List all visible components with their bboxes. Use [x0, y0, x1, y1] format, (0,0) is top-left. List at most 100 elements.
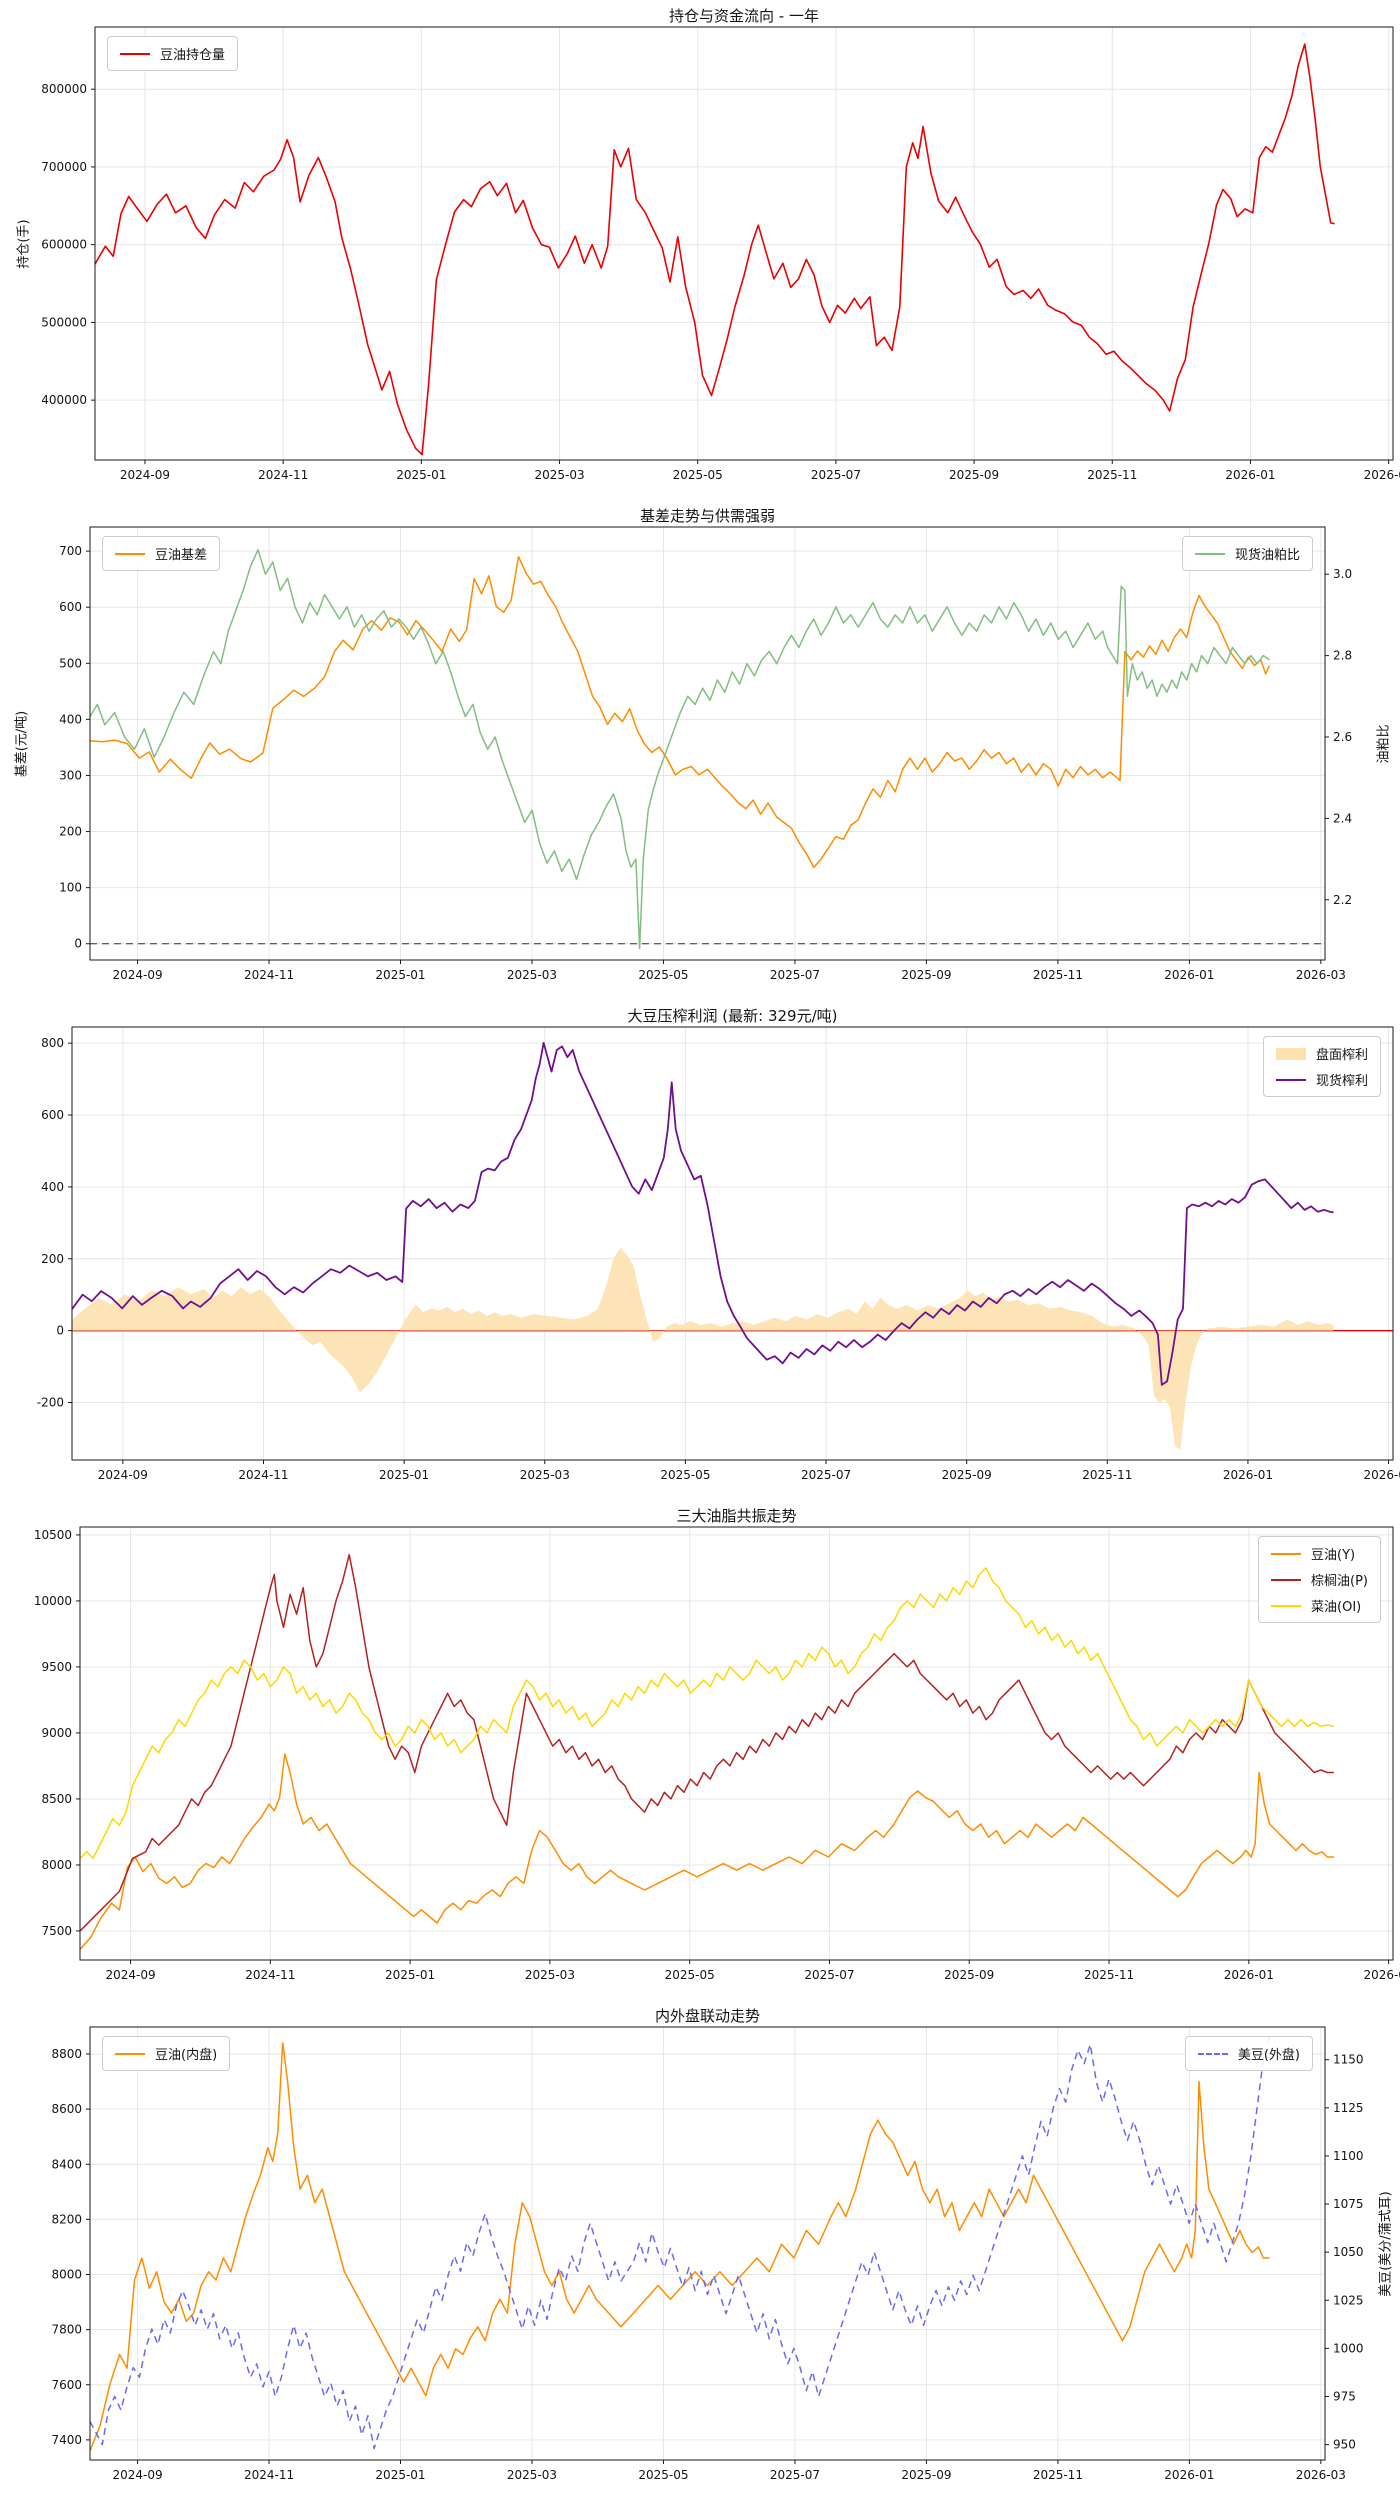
legend-label: 豆油持仓量 [160, 48, 226, 63]
series-line-棕榈油(P) [79, 1553, 1334, 1932]
legend-entry: 盘面榨利 [1275, 1044, 1368, 1063]
legend-label: 棕榈油(P) [1311, 1574, 1368, 1589]
legend-line-icon [120, 52, 150, 55]
legend-top-left: 豆油持仓量 [107, 36, 239, 71]
y-tick-label-left: 600 [59, 600, 82, 614]
x-tick-label: 2025-05 [660, 1468, 710, 1482]
x-tick-label: 2025-07 [804, 1968, 854, 1982]
y-tick-label-left: 400000 [41, 393, 87, 407]
legend-line-icon [115, 2052, 145, 2055]
chart-canvas: 2024-09 2024-11 2025-01 2025-03 2025-05 2025-… [34, 1526, 1400, 1982]
y-tick-label-left: 500 [59, 656, 82, 670]
y-tick-label-left: 400 [41, 1180, 64, 1194]
x-tick-label: 2025-03 [520, 1468, 570, 1482]
x-tick-label: 2025-07 [770, 968, 820, 982]
y-tick-label-right: 2.8 [1333, 649, 1352, 663]
legend-line-icon [1271, 1604, 1302, 1607]
chart-title: 基差走势与供需强弱 [639, 507, 775, 525]
y-tick-label-right: 950 [1333, 2438, 1356, 2452]
x-tick-label: 2026-03 [1364, 468, 1400, 482]
x-tick-label: 2025-09 [942, 1468, 992, 1482]
y-tick-label-left: 400 [59, 712, 82, 726]
x-tick-label: 2025-03 [534, 468, 584, 482]
x-tick-label: 2025-01 [385, 1968, 435, 1982]
x-tick-label: 2026-01 [1164, 968, 1214, 982]
legend-label: 菜油(OI) [1311, 1600, 1362, 1615]
x-tick-label: 2024-11 [244, 968, 294, 982]
chart-title: 持仓与资金流向 - 一年 [669, 7, 819, 25]
chart-title: 三大油脂共振走势 [676, 1507, 797, 1525]
x-tick-label: 2025-05 [673, 468, 723, 482]
x-tick-label: 2026-03 [1363, 1468, 1400, 1482]
legend-line-icon [1197, 2052, 1228, 2055]
plot-border [89, 526, 1326, 961]
chart-canvas: 2024-09 2024-11 2025-01 2025-03 2025-05 2025-… [59, 526, 1352, 982]
x-tick-label: 2026-01 [1164, 2468, 1214, 2482]
y-tick-label-left: -200 [37, 1396, 64, 1410]
y-tick-label-left: 8800 [51, 2047, 82, 2061]
legend-top-right: 盘面榨利现货榨利 [1262, 1036, 1381, 1097]
y-tick-label-left: 200 [41, 1252, 64, 1266]
legend-top-right: 豆油(Y) 棕榈油(P) 菜油(OI) [1258, 1536, 1381, 1623]
y-tick-label-left: 800000 [41, 82, 87, 96]
x-tick-label: 2025-09 [901, 2468, 951, 2482]
series-line-美豆(外盘) [89, 2036, 1271, 2450]
y-tick-label-right: 1000 [1333, 2341, 1364, 2355]
x-tick-label: 2025-09 [901, 968, 951, 982]
legend-label: 豆油基差 [155, 548, 208, 563]
x-tick-label: 2024-11 [244, 2468, 294, 2482]
legend-entry: 美豆(外盘) [1197, 2044, 1300, 2063]
legend-top-left: 豆油(内盘) [102, 2036, 231, 2071]
y-tick-label-left: 8600 [51, 2102, 82, 2116]
legend-label: 现货油粕比 [1234, 548, 1300, 563]
plot-border [89, 2026, 1326, 2461]
y-tick-label-left: 800 [41, 1036, 64, 1050]
y-tick-label-left: 10000 [34, 1594, 72, 1608]
chart-open-interest: 持仓与资金流向 - 一年 持仓(手) 2024-09 2024-11 2025-01… [0, 0, 1400, 500]
series-area-盘面榨利 [72, 1247, 1334, 1450]
legend-patch-icon [1275, 1047, 1306, 1060]
y-tick-label-left: 7500 [41, 1924, 72, 1938]
y-tick-label-left: 600 [41, 1108, 64, 1122]
y-tick-label-right: 1050 [1333, 2245, 1364, 2259]
legend-label: 现货榨利 [1315, 1074, 1368, 1089]
legend-line-icon [1271, 1578, 1302, 1581]
chart-canvas: 2024-09 2024-11 2025-01 2025-03 2025-05 2025-… [37, 1026, 1400, 1482]
x-tick-label: 2025-03 [525, 1968, 575, 1982]
legend-entry: 豆油基差 [115, 544, 207, 563]
x-tick-label: 2024-09 [112, 968, 162, 982]
y-tick-label-left: 0 [74, 937, 82, 951]
legend-line-icon [1194, 552, 1225, 555]
y-tick-label-right: 1150 [1333, 2053, 1364, 2067]
legend-line-icon [1275, 1078, 1306, 1081]
x-tick-label: 2025-01 [375, 968, 425, 982]
x-tick-label: 2026-03 [1296, 968, 1346, 982]
chart-canvas: 2024-09 2024-11 2025-01 2025-03 2025-05 2025-… [41, 26, 1400, 482]
chart-basis: 基差走势与供需强弱 基差(元/吨) 油粕比 2024-09 2024-11 2025… [0, 500, 1400, 1000]
y-tick-label-left: 9000 [41, 1726, 72, 1740]
y-tick-label-left: 10500 [34, 1528, 72, 1542]
x-tick-label: 2025-01 [375, 2468, 425, 2482]
y-tick-label-left: 7400 [51, 2433, 82, 2447]
y-tick-label-left: 700 [59, 544, 82, 558]
chart-domestic-foreign: 内外盘联动走势 美豆(美分/蒲式耳) 2024-09 2024-11 2025-01… [0, 2000, 1400, 2500]
y-tick-label-left: 8000 [41, 1858, 72, 1872]
legend-entry: 豆油(Y) [1271, 1544, 1368, 1563]
x-tick-label: 2025-05 [638, 968, 688, 982]
x-tick-label: 2025-03 [507, 2468, 557, 2482]
legend-top-left: 豆油基差 [102, 536, 221, 571]
y-tick-label-right: 3.0 [1333, 567, 1352, 581]
chart-title: 内外盘联动走势 [654, 2007, 760, 2025]
x-tick-label: 2026-01 [1223, 1468, 1273, 1482]
series-line-现货油粕比 [89, 549, 1270, 950]
y-tick-label-right: 1100 [1333, 2149, 1364, 2163]
y-tick-label-right: 975 [1333, 2389, 1356, 2403]
x-tick-label: 2025-01 [396, 468, 446, 482]
legend-entry: 菜油(OI) [1271, 1596, 1368, 1615]
y-tick-label-right: 1075 [1333, 2197, 1364, 2211]
x-tick-label: 2025-11 [1033, 2468, 1083, 2482]
y-tick-label-left: 700000 [41, 160, 87, 174]
plot-border [79, 1526, 1394, 1961]
y-tick-label-left: 600000 [41, 238, 87, 252]
